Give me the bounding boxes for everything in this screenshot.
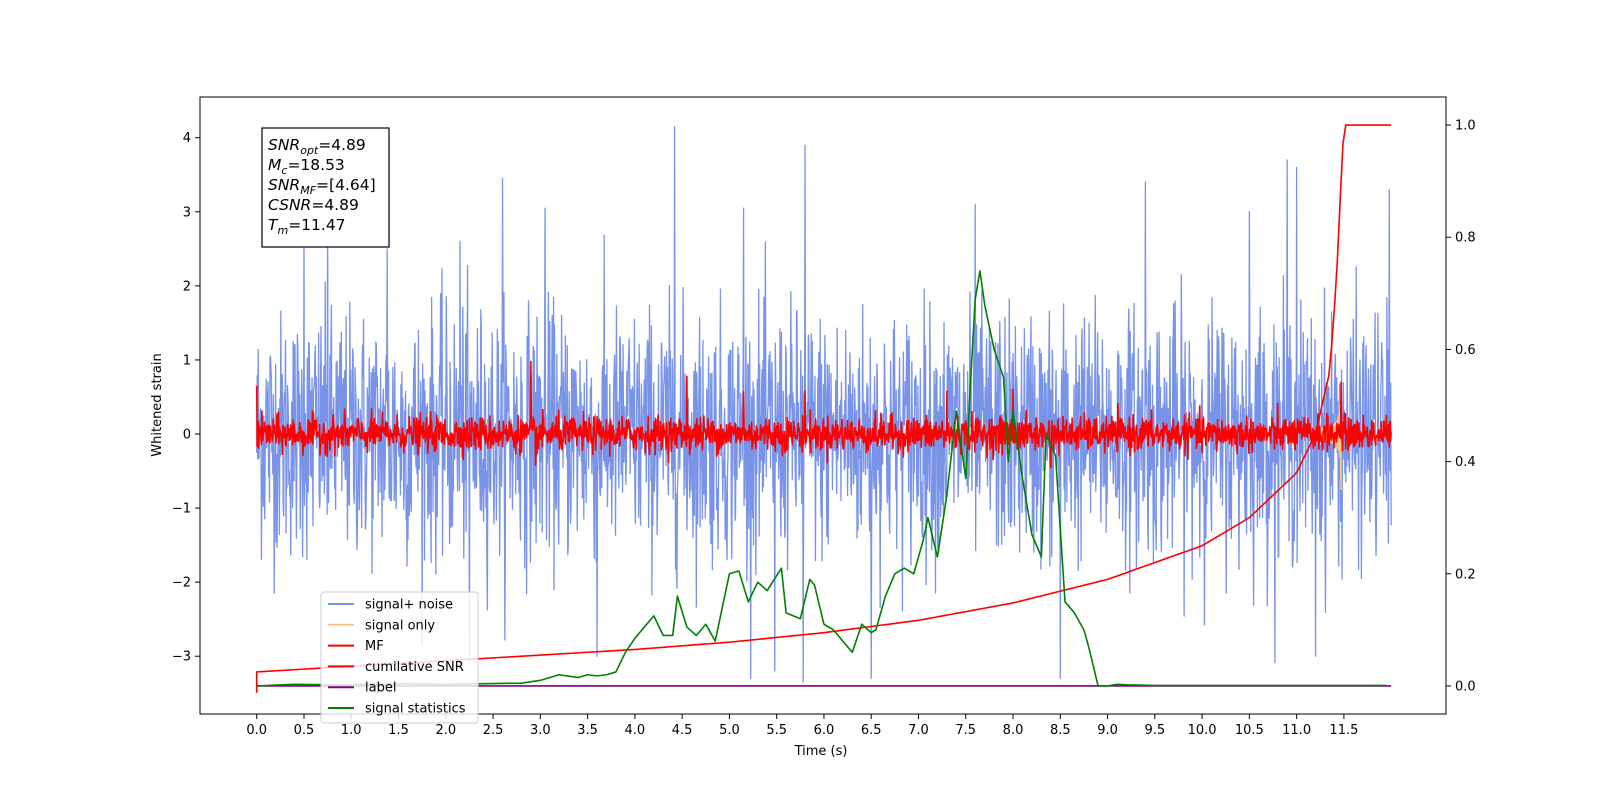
x-tick-label: 0.5	[294, 723, 315, 738]
x-tick-label: 4.5	[672, 723, 693, 738]
x-tick-label: 11.5	[1329, 723, 1358, 738]
x-axis-label: Time (s)	[794, 744, 848, 759]
x-tick-label: 9.0	[1097, 723, 1118, 738]
annotation-symbol: M	[268, 156, 281, 174]
annotation-line: SNRopt=4.89	[268, 136, 366, 157]
legend-label-signal-only: signal only	[365, 618, 435, 633]
annotation-symbol: SNR	[268, 176, 300, 194]
x-tick-label: 10.5	[1235, 723, 1264, 738]
x-tick-label: 7.0	[908, 723, 929, 738]
y-tick-label: 4	[183, 131, 191, 146]
annotation-subscript: m	[277, 224, 288, 237]
legend-label-signal-statistics: signal statistics	[365, 702, 466, 717]
series-signal-noise	[256, 125, 1392, 683]
x-tick-label: 9.5	[1144, 723, 1165, 738]
x-tick-label: 3.5	[577, 723, 598, 738]
y-tick-label: −3	[172, 650, 191, 665]
annotation-value: =18.53	[287, 156, 344, 174]
y-tick-label: 2	[183, 279, 191, 294]
x-tick-label: 1.5	[388, 723, 409, 738]
y2-tick-label: 0.6	[1455, 343, 1476, 358]
annotation-line: CSNR=4.89	[268, 196, 359, 214]
y2-tick-label: 0.4	[1455, 455, 1476, 470]
annotation-value: =4.89	[311, 196, 359, 214]
annotation-frame	[261, 127, 390, 248]
x-tick-label: 8.5	[1050, 723, 1071, 738]
x-tick-label: 7.5	[955, 723, 976, 738]
x-tick-label: 4.0	[625, 723, 646, 738]
annotation-value: =4.89	[318, 136, 366, 154]
annotation-value: =[4.64]	[316, 176, 376, 194]
x-tick-label: 10.0	[1188, 723, 1217, 738]
axes-layer: 0.0 0.5 1.0 1.5 2.0 2.5 3.0 3.5 4.0 4.5 5.0 5.5 6.0 6…	[172, 119, 1476, 738]
annotation-line: SNRMF=[4.64]	[268, 176, 376, 197]
x-tick-label: 8.0	[1003, 723, 1024, 738]
legend-label-label: label	[365, 681, 396, 696]
x-tick-label: 2.0	[435, 723, 456, 738]
legend-frame	[320, 591, 479, 724]
annotation-line: Mc=18.53	[268, 156, 345, 177]
y-tick-label: −1	[172, 502, 191, 517]
annotation-subscript: MF	[300, 184, 316, 197]
annotation-symbol: CSNR	[268, 196, 311, 214]
series-signal-statistics	[256, 270, 1387, 687]
y2-tick-label: 0.0	[1455, 679, 1476, 694]
y-tick-label: 3	[183, 205, 191, 220]
legend-label-mf: MF	[365, 639, 384, 654]
plot-frame	[199, 96, 1447, 715]
y-tick-label: −2	[172, 576, 191, 591]
y-tick-label: 0	[183, 428, 191, 443]
y2-tick-label: 1.0	[1455, 119, 1476, 134]
legend-label-signal-noise: signal+ noise	[365, 598, 453, 613]
y2-tick-label: 0.8	[1455, 231, 1476, 246]
x-tick-label: 5.0	[719, 723, 740, 738]
annotation-value: =11.47	[288, 216, 345, 234]
x-tick-label: 11.0	[1282, 723, 1311, 738]
annotation-symbol: T	[268, 216, 279, 234]
x-tick-label: 0.0	[246, 723, 267, 738]
x-tick-label: 1.0	[341, 723, 362, 738]
x-tick-label: 5.5	[766, 723, 787, 738]
y2-tick-label: 0.2	[1455, 567, 1476, 582]
y-tick-label: 1	[183, 353, 191, 368]
legend-label-cumilative-snr: cumilative SNR	[365, 660, 464, 675]
annotation-box: SNRopt=4.89Mc=18.53SNRMF=[4.64]CSNR=4.89…	[261, 127, 390, 248]
x-tick-label: 2.5	[483, 723, 504, 738]
annotation-subscript: c	[281, 164, 287, 177]
x-tick-label: 3.0	[530, 723, 551, 738]
series-mf	[255, 360, 1392, 469]
x-tick-label: 6.0	[814, 723, 835, 738]
y-axis-label: Whitened strain	[150, 353, 165, 456]
annotation-symbol: SNR	[268, 136, 300, 154]
legend: signal+ noise signal only MF cumilative SNR…	[320, 591, 479, 724]
annotation-line: Tm=11.47	[268, 216, 346, 237]
annotation-subscript: opt	[300, 144, 319, 157]
x-tick-label: 6.5	[861, 723, 882, 738]
